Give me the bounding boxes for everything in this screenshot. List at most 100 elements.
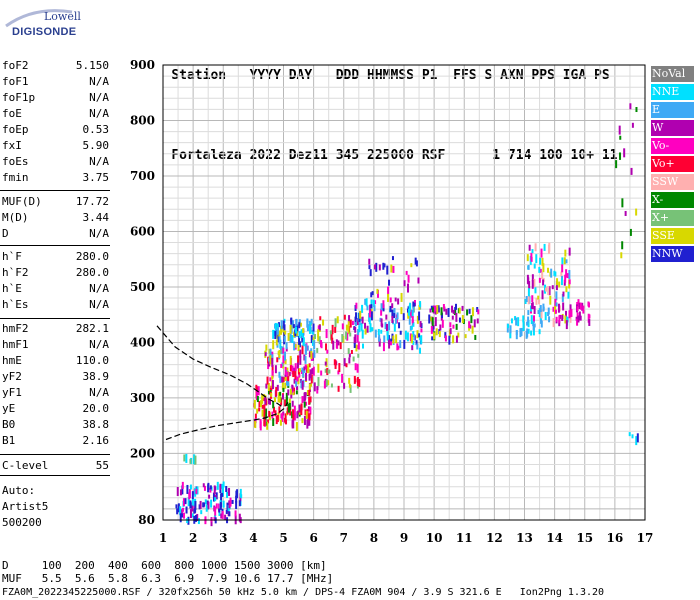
- param-value: 280.0: [75, 266, 109, 279]
- param-row-hmf1: hmF1 N/A: [2, 337, 109, 353]
- echo-point: [303, 366, 306, 371]
- echo-point: [370, 306, 373, 313]
- echo-point: [435, 328, 438, 336]
- echo-point: [291, 419, 294, 429]
- echo-point: [279, 419, 282, 426]
- param-name: foE: [2, 107, 22, 120]
- param-row-md: M(D) 3.44: [2, 210, 109, 226]
- echo-point: [623, 148, 626, 158]
- echo-point: [186, 518, 189, 524]
- echo-point: [274, 322, 277, 330]
- echo-point: [261, 394, 264, 404]
- echo-point: [579, 315, 582, 321]
- echo-point: [376, 288, 379, 294]
- echo-point: [525, 296, 528, 303]
- echo-point: [293, 367, 296, 377]
- echo-point: [588, 314, 591, 319]
- echo-point: [541, 257, 544, 266]
- echo-point: [297, 368, 300, 375]
- echo-point: [239, 488, 242, 497]
- echo-point: [339, 342, 342, 350]
- echo-point: [311, 352, 314, 361]
- echo-point: [214, 497, 217, 502]
- echo-point: [322, 319, 325, 326]
- echo-point: [581, 302, 584, 311]
- echo-point: [409, 304, 412, 311]
- auto-label: Auto:: [2, 484, 36, 497]
- echo-point: [329, 330, 332, 335]
- echo-point: [269, 348, 272, 355]
- echo-point: [357, 353, 360, 358]
- echo-point: [293, 378, 296, 384]
- echo-point: [182, 498, 185, 507]
- x-tick-label: 5: [279, 531, 287, 545]
- echo-point: [366, 305, 369, 311]
- echo-point: [194, 455, 197, 465]
- echo-point: [570, 308, 573, 317]
- echo-point: [358, 378, 361, 387]
- echo-point: [325, 343, 328, 351]
- echo-point: [189, 502, 192, 509]
- echo-point: [393, 313, 396, 319]
- echo-point: [358, 320, 361, 326]
- station-header: Station YYYY DAY DDD HHMMSS P1 FFS S AXN…: [140, 20, 618, 196]
- echo-point: [412, 331, 415, 338]
- echo-point: [353, 375, 356, 384]
- echo-point: [295, 331, 298, 337]
- echo-point: [563, 279, 566, 286]
- echo-point: [254, 413, 257, 419]
- echo-point: [299, 322, 302, 327]
- echo-point: [368, 310, 371, 318]
- echo-point: [289, 388, 292, 395]
- echo-point: [373, 305, 376, 312]
- echo-point: [265, 383, 268, 389]
- echo-point: [306, 365, 309, 373]
- file-info-line: FZA0M_2022345225000.RSF / 320fx256h 50 k…: [2, 587, 605, 598]
- echo-point: [258, 401, 261, 408]
- echo-point: [296, 377, 299, 382]
- echo-point: [308, 325, 311, 334]
- echo-point: [195, 488, 198, 494]
- echo-point: [347, 325, 350, 335]
- header-label: DAY: [288, 68, 313, 83]
- echo-point: [385, 314, 388, 320]
- echo-point: [304, 343, 307, 353]
- param-value: 3.44: [82, 211, 110, 224]
- echo-point: [189, 509, 192, 519]
- echo-point: [414, 257, 417, 265]
- echo-point: [387, 293, 390, 302]
- param-value: 282.1: [75, 322, 109, 335]
- legend-item-x: X-: [651, 192, 694, 208]
- echo-point: [346, 332, 349, 341]
- echo-point: [354, 363, 357, 371]
- echo-point: [347, 348, 350, 355]
- echo-point: [635, 208, 638, 216]
- echo-point: [562, 302, 565, 311]
- echo-point: [399, 340, 402, 349]
- param-name: h`F2: [2, 266, 29, 279]
- echo-point: [471, 325, 474, 334]
- echo-point: [409, 309, 412, 318]
- echo-point: [455, 312, 458, 322]
- echo-point: [354, 316, 357, 325]
- echo-point: [372, 299, 375, 307]
- echo-point: [183, 454, 186, 462]
- header-labels-row: Station YYYY DAY DDD HHMMSS P1 FFS S AXN…: [140, 52, 618, 100]
- echo-point: [368, 265, 371, 270]
- echo-point: [557, 303, 560, 313]
- param-row-fof1p: foF1p N/A: [2, 90, 109, 106]
- echo-point: [333, 359, 336, 366]
- echo-point: [413, 334, 416, 341]
- echo-point: [444, 335, 447, 342]
- echo-point: [288, 371, 291, 376]
- echo-point: [541, 272, 544, 280]
- echo-point: [524, 299, 527, 305]
- echo-point: [282, 320, 285, 329]
- echo-point: [341, 373, 344, 383]
- echo-point: [370, 292, 373, 298]
- echo-point: [191, 498, 194, 507]
- echo-point: [204, 517, 207, 525]
- echo-point: [549, 295, 552, 305]
- echo-point: [289, 324, 292, 334]
- echo-point: [527, 264, 530, 270]
